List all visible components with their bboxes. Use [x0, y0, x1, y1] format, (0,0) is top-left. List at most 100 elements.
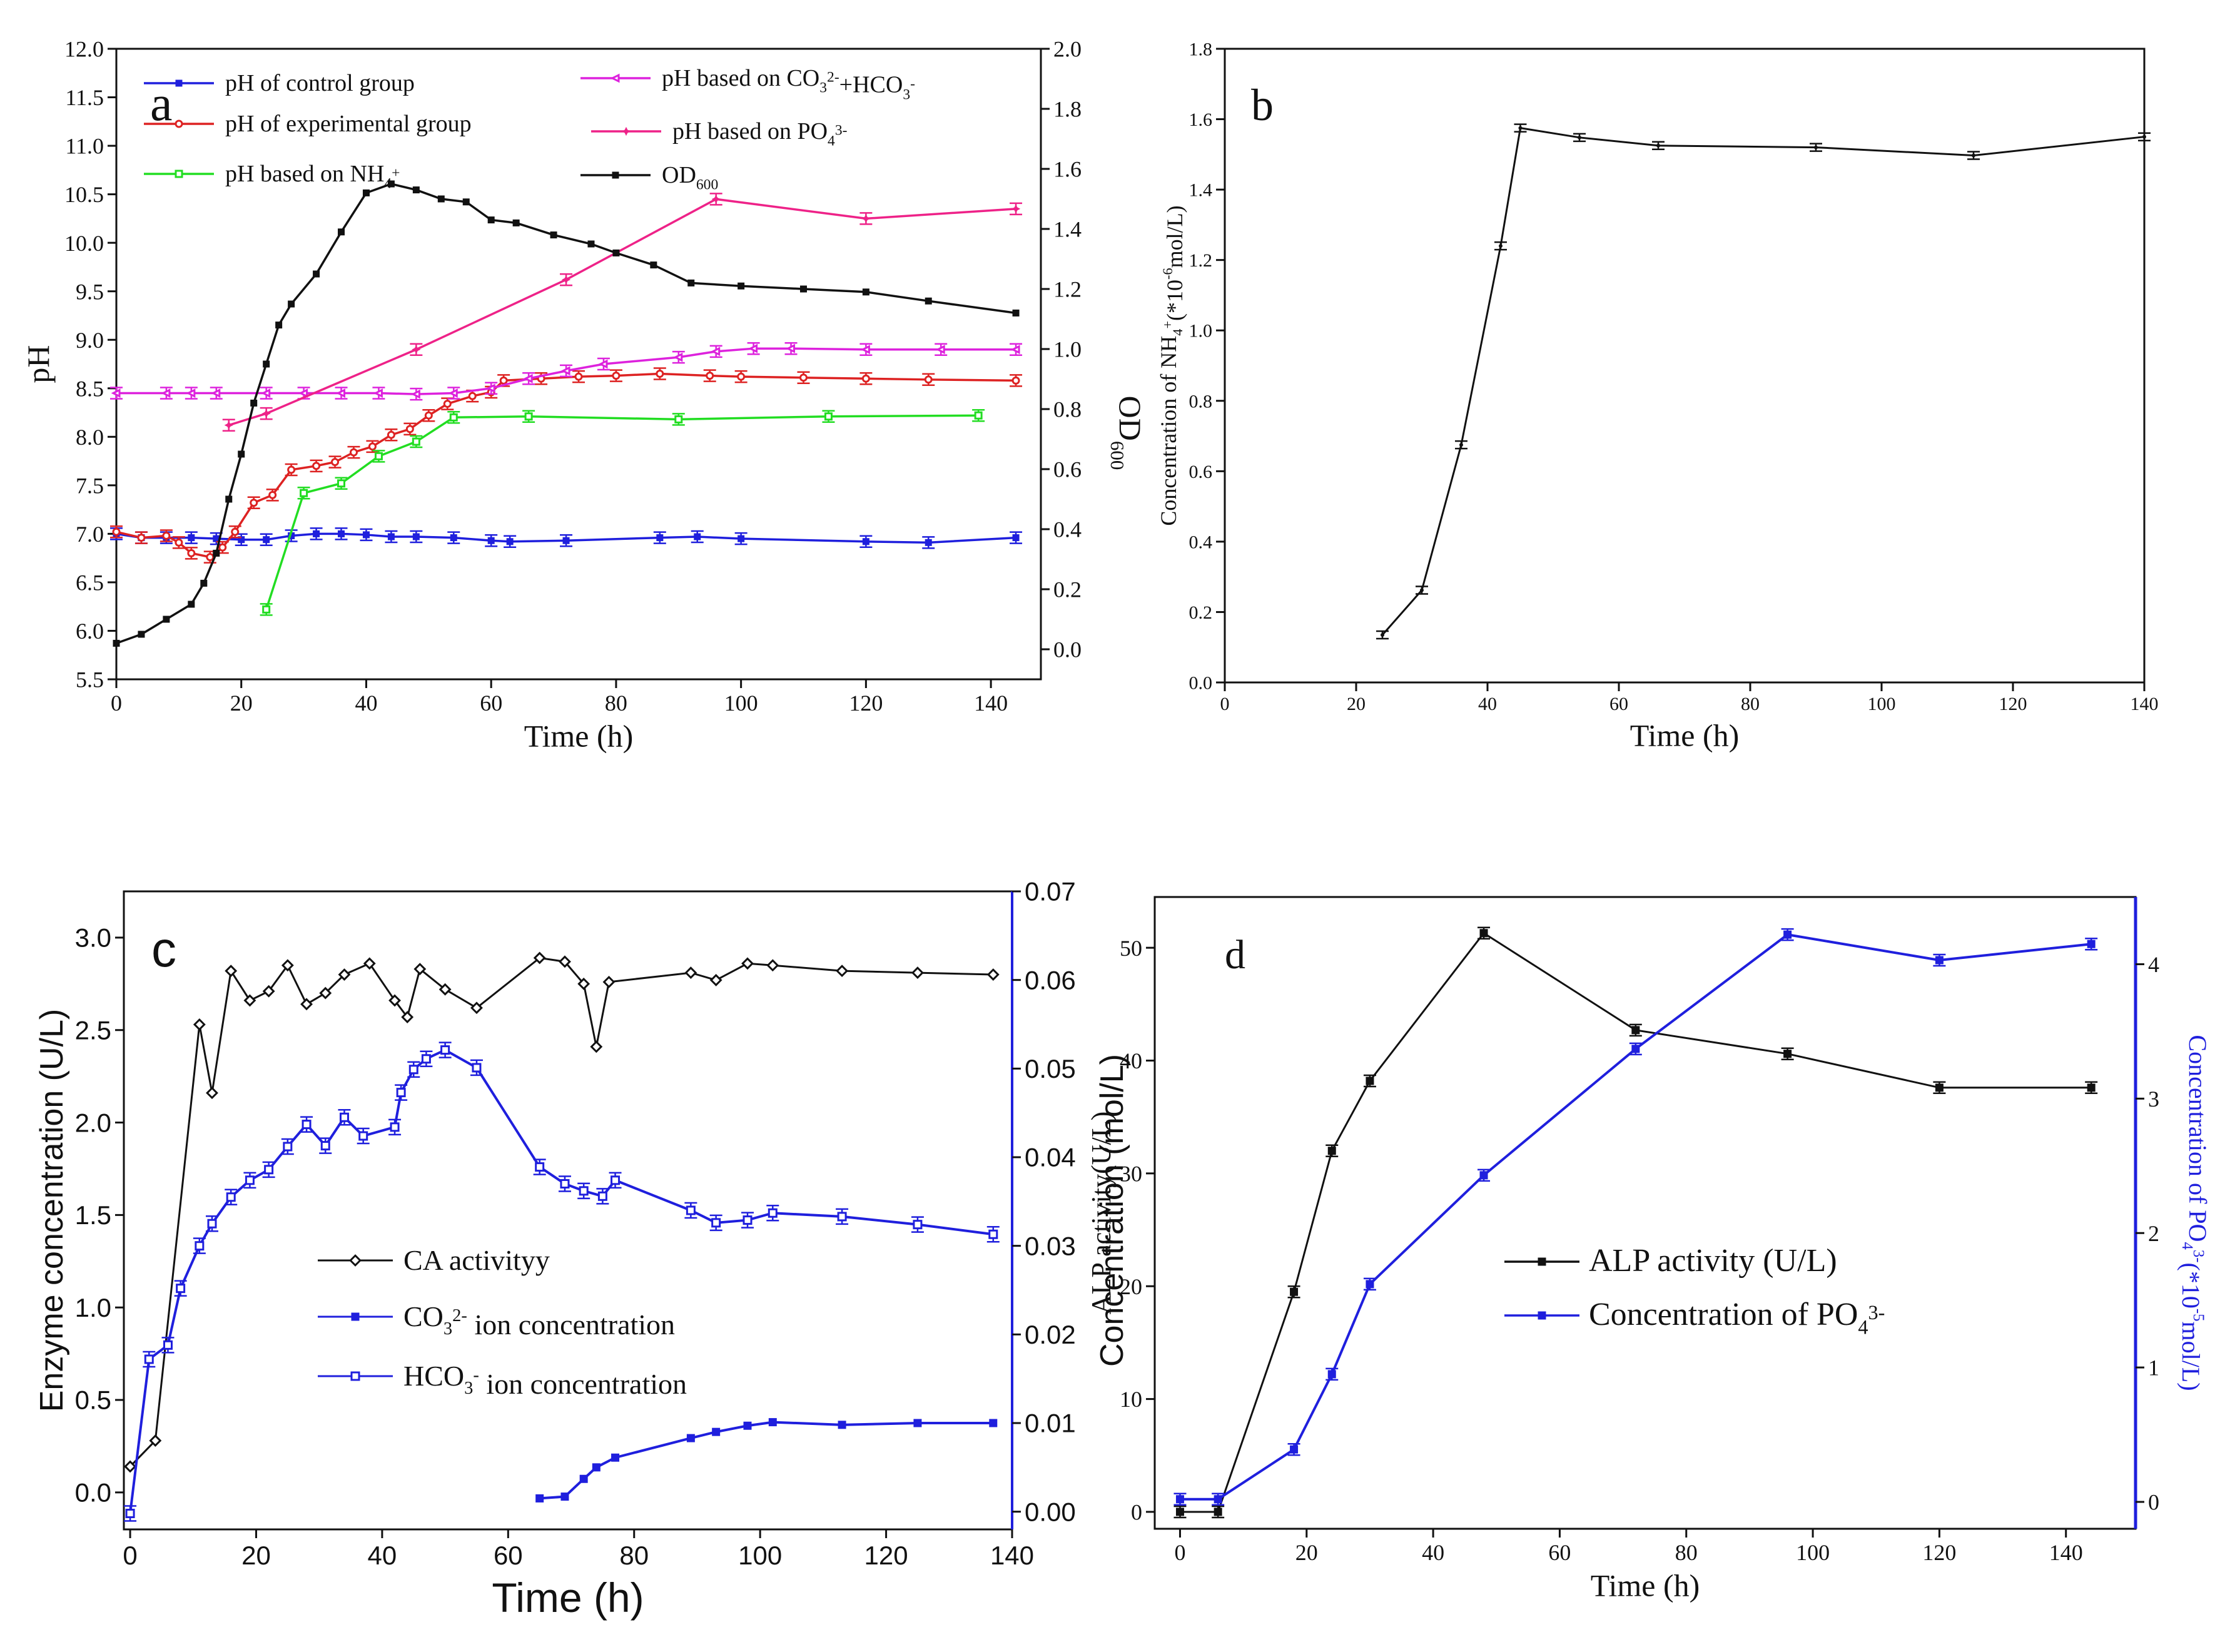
- y-tick-label: 30: [1120, 1161, 1142, 1186]
- data-point: [339, 1112, 349, 1122]
- data-point: [512, 219, 520, 226]
- data-point: [768, 1208, 778, 1218]
- y2-tick-label: 0.0: [1053, 637, 1082, 662]
- x-tick-label: 40: [1478, 694, 1497, 714]
- y-tick-label: 0.8: [1189, 391, 1213, 412]
- data-point: [470, 1001, 483, 1015]
- x-tick-label: 100: [724, 691, 758, 716]
- data-point: [587, 240, 595, 248]
- data-point: [302, 1120, 312, 1130]
- panel-b: 0 20 40 60 80 100 120 140 Time (h) 0.0 0.2 0.4 0.6 0.…: [1156, 39, 2159, 753]
- data-point: [449, 413, 458, 422]
- data-point: [560, 1179, 570, 1188]
- panel-label: a: [150, 76, 173, 131]
- data-point: [412, 437, 420, 446]
- data-point: [1935, 956, 1944, 965]
- data-point: [711, 1218, 721, 1228]
- data-point: [485, 383, 495, 393]
- data-point: [579, 1474, 588, 1483]
- y2-tick-label: 0.2: [1053, 577, 1082, 602]
- data-point: [836, 965, 849, 978]
- data-point: [448, 388, 458, 398]
- data-point: [401, 1011, 414, 1023]
- y-axis-label-part: mol/L): [1162, 205, 1187, 268]
- data-point: [487, 216, 495, 224]
- series-line: [1180, 931, 2092, 1513]
- x-tick-label: 0: [1174, 1540, 1185, 1565]
- data-point: [250, 499, 258, 507]
- data-point: [686, 1434, 695, 1442]
- data-point: [533, 951, 546, 965]
- y-tick-label: 50: [1120, 936, 1142, 961]
- data-point: [200, 579, 208, 587]
- data-point: [112, 527, 121, 536]
- legend-label-part: HCO: [403, 1360, 464, 1392]
- data-point: [974, 411, 983, 420]
- series-1: [535, 1418, 998, 1503]
- data-point: [413, 963, 427, 976]
- data-point: [362, 189, 370, 196]
- legend-label-part: 3: [464, 1379, 473, 1398]
- series-1: [1173, 928, 2098, 1506]
- panel-label: d: [1225, 932, 1245, 978]
- y-axis-label: Concentration of NH4+(*10-6mol/L): [1156, 205, 1187, 525]
- data-point: [2142, 134, 2146, 139]
- legend-label-part: 4: [1858, 1316, 1868, 1339]
- y-tick-label: 0.0: [1189, 673, 1213, 694]
- data-point: [313, 530, 320, 537]
- data-point: [506, 538, 514, 545]
- x-tick-label: 20: [241, 1541, 271, 1570]
- data-point: [186, 388, 196, 398]
- panel-label: c: [151, 921, 176, 977]
- data-point: [1214, 1495, 1222, 1504]
- y2-tick-label: 0.8: [1053, 397, 1082, 422]
- data-point: [424, 411, 433, 420]
- x-tick-label: 20: [230, 691, 253, 716]
- data-point: [213, 549, 220, 557]
- data-point: [138, 631, 145, 638]
- y-tick-label: 8.0: [76, 425, 104, 450]
- legend-label-part: pH based on CO: [662, 65, 819, 91]
- data-point: [187, 549, 196, 557]
- data-point: [264, 1165, 274, 1175]
- legend-label-part: 3: [819, 80, 827, 96]
- data-point: [298, 388, 308, 398]
- data-point: [231, 527, 240, 536]
- x-tick-label: 80: [1675, 1540, 1698, 1565]
- data-point: [218, 543, 227, 552]
- data-point: [300, 998, 313, 1011]
- data-point: [412, 186, 420, 194]
- legend-label-part: ALP activity (U/L): [1589, 1243, 1837, 1279]
- y2-tick-label: 0: [2148, 1490, 2159, 1515]
- data-point: [1814, 145, 1818, 149]
- data-point: [1783, 1050, 1792, 1058]
- data-point: [861, 345, 870, 355]
- x-tick-label: 140: [2131, 694, 2159, 714]
- data-point: [597, 1191, 607, 1201]
- y-tick-label: 0.5: [75, 1386, 111, 1415]
- data-point: [162, 531, 171, 540]
- data-point: [283, 1142, 293, 1152]
- legend-label-part: pH based on PO: [672, 118, 828, 144]
- data-point: [193, 1018, 206, 1031]
- series-0: [1376, 123, 2151, 640]
- legend-label-part: 4: [384, 176, 392, 192]
- y-tick-label: 1.4: [1189, 180, 1213, 201]
- data-point: [1290, 1445, 1299, 1454]
- x-tick-label: 40: [368, 1541, 397, 1570]
- y-axis-label-part: (*10: [1162, 280, 1187, 321]
- y-tick-label: 10.0: [64, 231, 104, 256]
- data-point: [188, 600, 195, 608]
- data-point: [913, 1220, 923, 1230]
- data-point: [338, 530, 345, 537]
- y2-axis-label: Concentration of PO43-(*10-5mol/L): [2177, 1035, 2212, 1391]
- x-tick-label: 100: [738, 1541, 782, 1570]
- data-point: [387, 533, 395, 540]
- y-tick-label: 10: [1120, 1387, 1142, 1412]
- data-point: [612, 249, 620, 256]
- data-point: [574, 372, 583, 381]
- data-point: [712, 1427, 721, 1436]
- data-point: [1175, 1495, 1184, 1504]
- data-point: [313, 270, 320, 278]
- data-point: [262, 605, 271, 614]
